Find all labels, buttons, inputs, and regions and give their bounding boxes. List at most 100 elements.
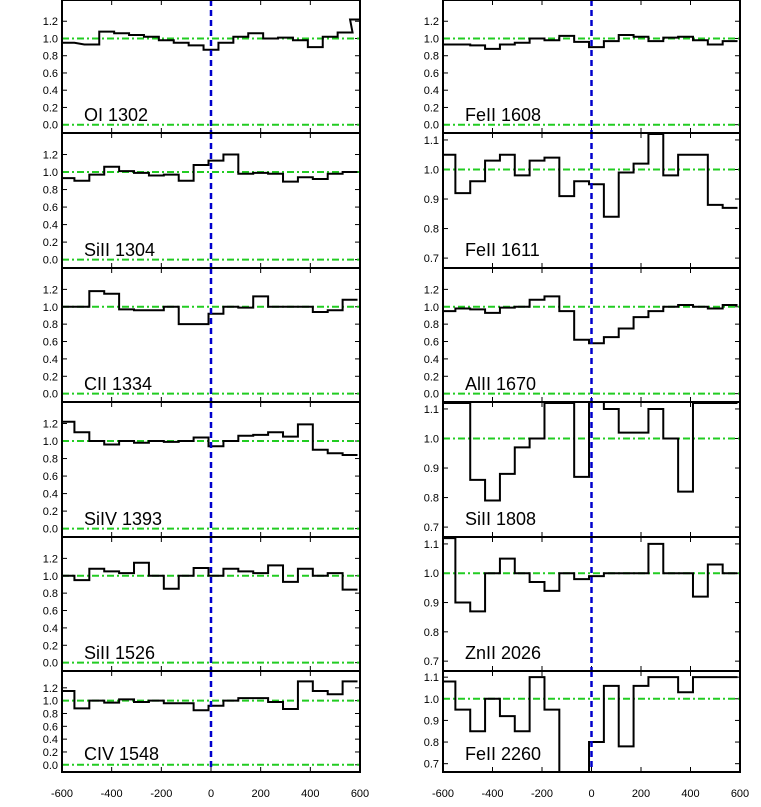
y-tick-label: 1.2 [43,553,58,565]
y-tick-label: 1.2 [43,150,58,162]
y-tick-label: 1.1 [424,404,439,416]
transition-label: FeII 1611 [465,240,540,260]
y-tick-label: 1.0 [43,167,58,179]
spectrum-line [62,680,358,712]
y-tick-label: 0.2 [43,102,58,114]
y-tick-label: 0.7 [424,522,439,534]
panel-frame [61,670,361,773]
y-tick-label: 0.2 [424,371,439,383]
y-tick-label: 0.2 [43,747,58,759]
y-tick-label: 0.9 [424,463,439,475]
y-tick-label: 0.4 [424,354,439,366]
x-tick-label: 400 [301,788,319,800]
panel-3: 0.0 0.2 0.4 0.6 0.8 1.0 1.2 SiII 1304 [43,132,361,269]
y-tick-label: 0.6 [424,337,439,349]
y-tick-label: 0.6 [43,202,58,214]
transition-label: CIV 1548 [84,744,159,764]
y-tick-label: 0.2 [43,506,58,518]
y-tick-label: 0.2 [424,102,439,114]
spectrum-line [443,537,738,613]
y-tick-label: 0.4 [43,489,58,501]
spectrum-line [62,290,358,326]
y-tick-label: 0.2 [43,640,58,652]
y-tick-label: 0.8 [424,51,439,63]
y-tick-label: 1.0 [43,696,58,708]
y-tick-label: 1.0 [43,571,58,583]
panel-12: 0.7 0.8 0.9 1.0 1.1 FeII 2260 [424,670,741,773]
y-tick-label: 0.8 [424,319,439,331]
y-tick-label: 0.9 [424,194,439,206]
y-tick-label: 0.7 [424,253,439,265]
x-tick-label: 200 [251,788,269,800]
y-tick-label: 1.0 [424,433,439,445]
y-tick-label: 0.8 [424,737,439,749]
x-tick-label: 600 [731,788,749,800]
y-tick-label: 0.0 [424,120,439,132]
y-tick-label: 1.0 [43,436,58,448]
y-tick-label: 0.0 [43,760,58,772]
y-tick-label: 0.8 [43,51,58,63]
panel-10: 0.7 0.8 0.9 1.0 1.1 ZnII 2026 [424,536,741,672]
y-tick-label: 1.0 [424,568,439,580]
y-tick-label: 0.9 [424,715,439,727]
x-tick-label: -200 [531,788,553,800]
y-tick-label: 0.4 [43,85,58,97]
spectrum-line [443,34,738,50]
spectrum-line [62,420,358,457]
panel-2: 0.0 0.2 0.4 0.6 0.8 1.0 1.2 FeII 1608 [424,0,741,134]
x-tick-label: 0 [208,788,214,800]
y-tick-label: 1.2 [43,16,58,28]
y-tick-label: 1.0 [43,33,58,45]
panel-4: 0.7 0.8 0.9 1.0 1.1 FeII 1611 [424,132,741,269]
y-tick-label: 0.6 [424,68,439,80]
y-tick-label: 0.6 [43,721,58,733]
y-tick-label: 0.6 [43,337,58,349]
y-tick-label: 0.7 [424,656,439,668]
spectrum-line [62,153,358,183]
y-tick-label: 1.0 [424,694,439,706]
y-tick-label: 0.4 [43,734,58,746]
x-tick-label: 400 [681,788,699,800]
y-tick-label: 0.8 [43,454,58,466]
y-tick-label: 1.1 [424,672,439,684]
y-tick-label: 0.6 [43,68,58,80]
x-tick-label: -400 [481,788,503,800]
transition-label: AlII 1670 [465,374,536,394]
y-tick-label: 1.2 [424,284,439,296]
y-tick-label: 0.7 [424,759,439,771]
panel-8: 0.7 0.8 0.9 1.0 1.1 SiII 1808 [424,401,741,538]
transition-label: FeII 2260 [465,744,541,764]
y-tick-label: 1.0 [424,33,439,45]
y-tick-label: 1.0 [43,302,58,314]
y-tick-label: 0.9 [424,598,439,610]
y-tick-label: 1.2 [43,419,58,431]
y-tick-label: 1.2 [424,16,439,28]
panel-9: 0.0 0.2 0.4 0.6 0.8 1.0 1.2 SiII 1526 [43,536,361,672]
x-tick-label: 200 [632,788,650,800]
y-tick-label: 0.0 [43,524,58,536]
y-tick-label: 0.6 [43,471,58,483]
panel-11: 0.00.20.40.60.81.01.2 CIV 1548 [43,670,361,773]
panel-frame [442,670,741,773]
y-tick-label: 1.1 [424,135,439,147]
x-tick-label: -200 [150,788,172,800]
spectrum-line [443,402,738,502]
panel-1: 0.0 0.2 0.4 0.6 0.8 1.0 1.2 OI 1302 [43,0,361,134]
y-tick-label: 1.2 [43,683,58,695]
y-tick-label: 1.2 [43,284,58,296]
panel-7: 0.0 0.2 0.4 0.6 0.8 1.0 1.2 SiIV 1393 [43,401,361,538]
panel-6: 0.0 0.2 0.4 0.6 0.8 1.0 1.2 AlII 1670 [424,267,741,403]
y-tick-label: 1.0 [424,164,439,176]
y-tick-label: 1.0 [424,302,439,314]
y-tick-label: 0.0 [43,255,58,267]
y-tick-label: 0.4 [424,85,439,97]
transition-label: SiIV 1393 [84,509,162,529]
y-tick-label: 0.4 [43,220,58,232]
transition-label: SiII 1304 [84,240,155,260]
y-tick-label: 0.8 [43,588,58,600]
spectrum-line [443,676,738,772]
y-tick-label: 1.1 [424,539,439,551]
transition-label: CII 1334 [84,374,152,394]
y-tick-label: 0.8 [43,319,58,331]
